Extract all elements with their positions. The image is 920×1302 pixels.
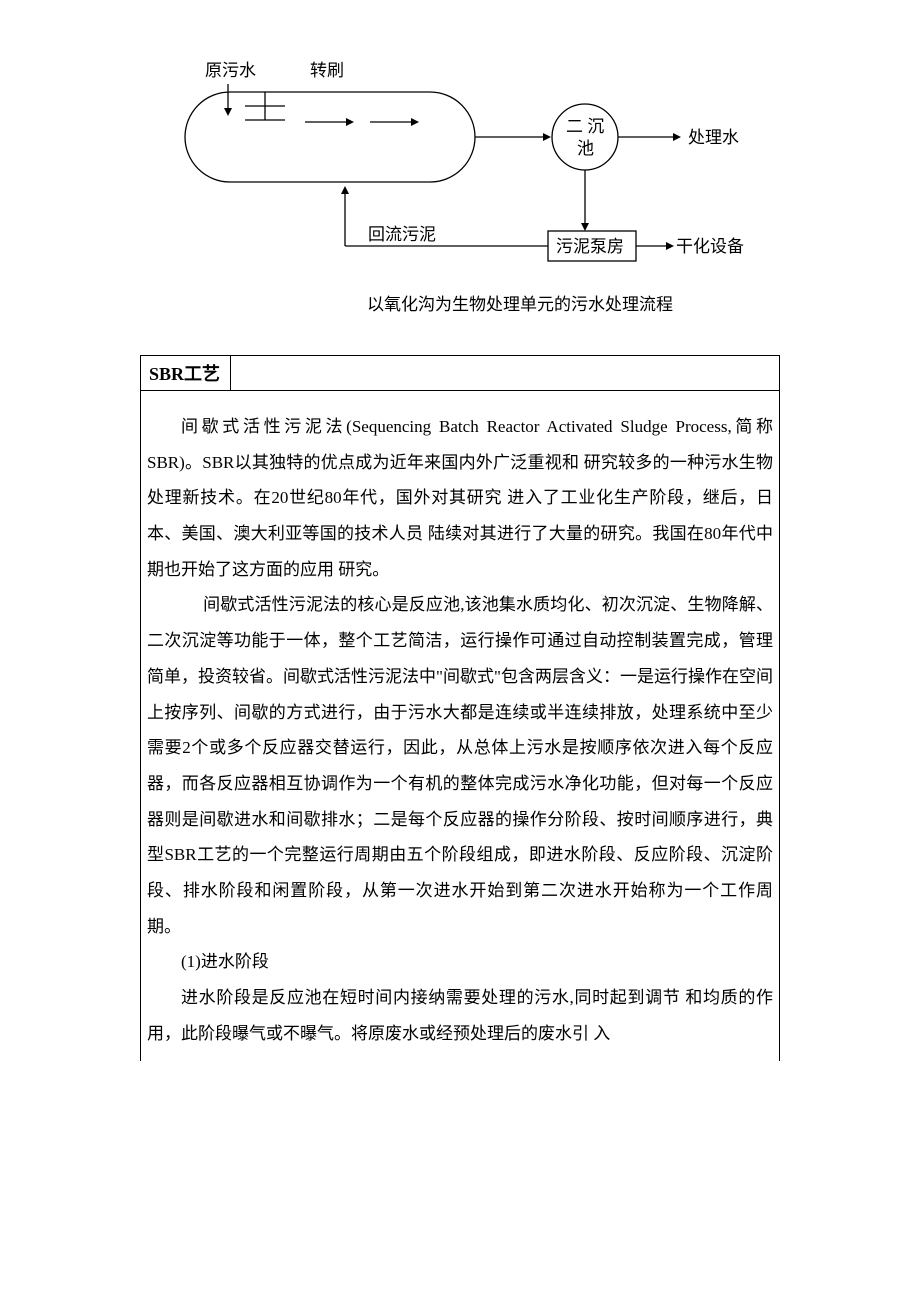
section-heading-table: SBR工艺: [140, 355, 780, 391]
drying-label: 干化设备: [676, 237, 744, 256]
sub-heading-1: (1)进水阶段: [147, 944, 773, 980]
paragraph-3: 进水阶段是反应池在短时间内接纳需要处理的污水,同时起到调节 和均质的作用，此阶段…: [147, 980, 773, 1051]
flow-arrow-2-head: [411, 118, 419, 126]
secondary-tank-label-1: 二 沉: [566, 117, 604, 136]
raw-water-label: 原污水: [205, 61, 256, 80]
secondary-tank-circle: [552, 104, 618, 170]
section-heading-text: SBR工艺: [149, 364, 220, 384]
section-heading-cell: SBR工艺: [141, 356, 231, 391]
paragraph-2: 间歇式活性污泥法的核心是反应池,该池集水质均化、初次沉淀、生物降解、二次沉淀等功…: [147, 587, 773, 944]
process-flowchart: 原污水 转刷 二 沉 池 处理: [170, 60, 750, 270]
flowchart-svg: 原污水 转刷 二 沉 池 处理: [170, 60, 750, 270]
tank-to-treated-arrowhead: [673, 133, 681, 141]
diagram-caption: 以氧化沟为生物处理单元的污水处理流程: [260, 290, 780, 315]
document-page: 原污水 转刷 二 沉 池 处理: [140, 60, 780, 1061]
flow-arrow-1-head: [346, 118, 354, 126]
pump-to-drying-arrowhead: [666, 242, 674, 250]
secondary-tank-label-2: 池: [577, 139, 594, 158]
return-sludge-arrowhead: [341, 186, 349, 194]
treated-water-label: 处理水: [688, 128, 739, 147]
return-sludge-label: 回流污泥: [368, 225, 436, 244]
paragraph-1: 间歇式活性污泥法(Sequencing Batch Reactor Activa…: [147, 409, 773, 587]
content-box: 间歇式活性污泥法(Sequencing Batch Reactor Activa…: [140, 391, 780, 1061]
section-heading-empty: [231, 356, 780, 391]
pump-house-label: 污泥泵房: [556, 237, 624, 256]
raw-water-arrowhead: [224, 108, 232, 116]
ditch-to-tank-arrowhead: [543, 133, 551, 141]
tank-to-pump-arrowhead: [581, 223, 589, 231]
brush-label: 转刷: [310, 61, 344, 80]
